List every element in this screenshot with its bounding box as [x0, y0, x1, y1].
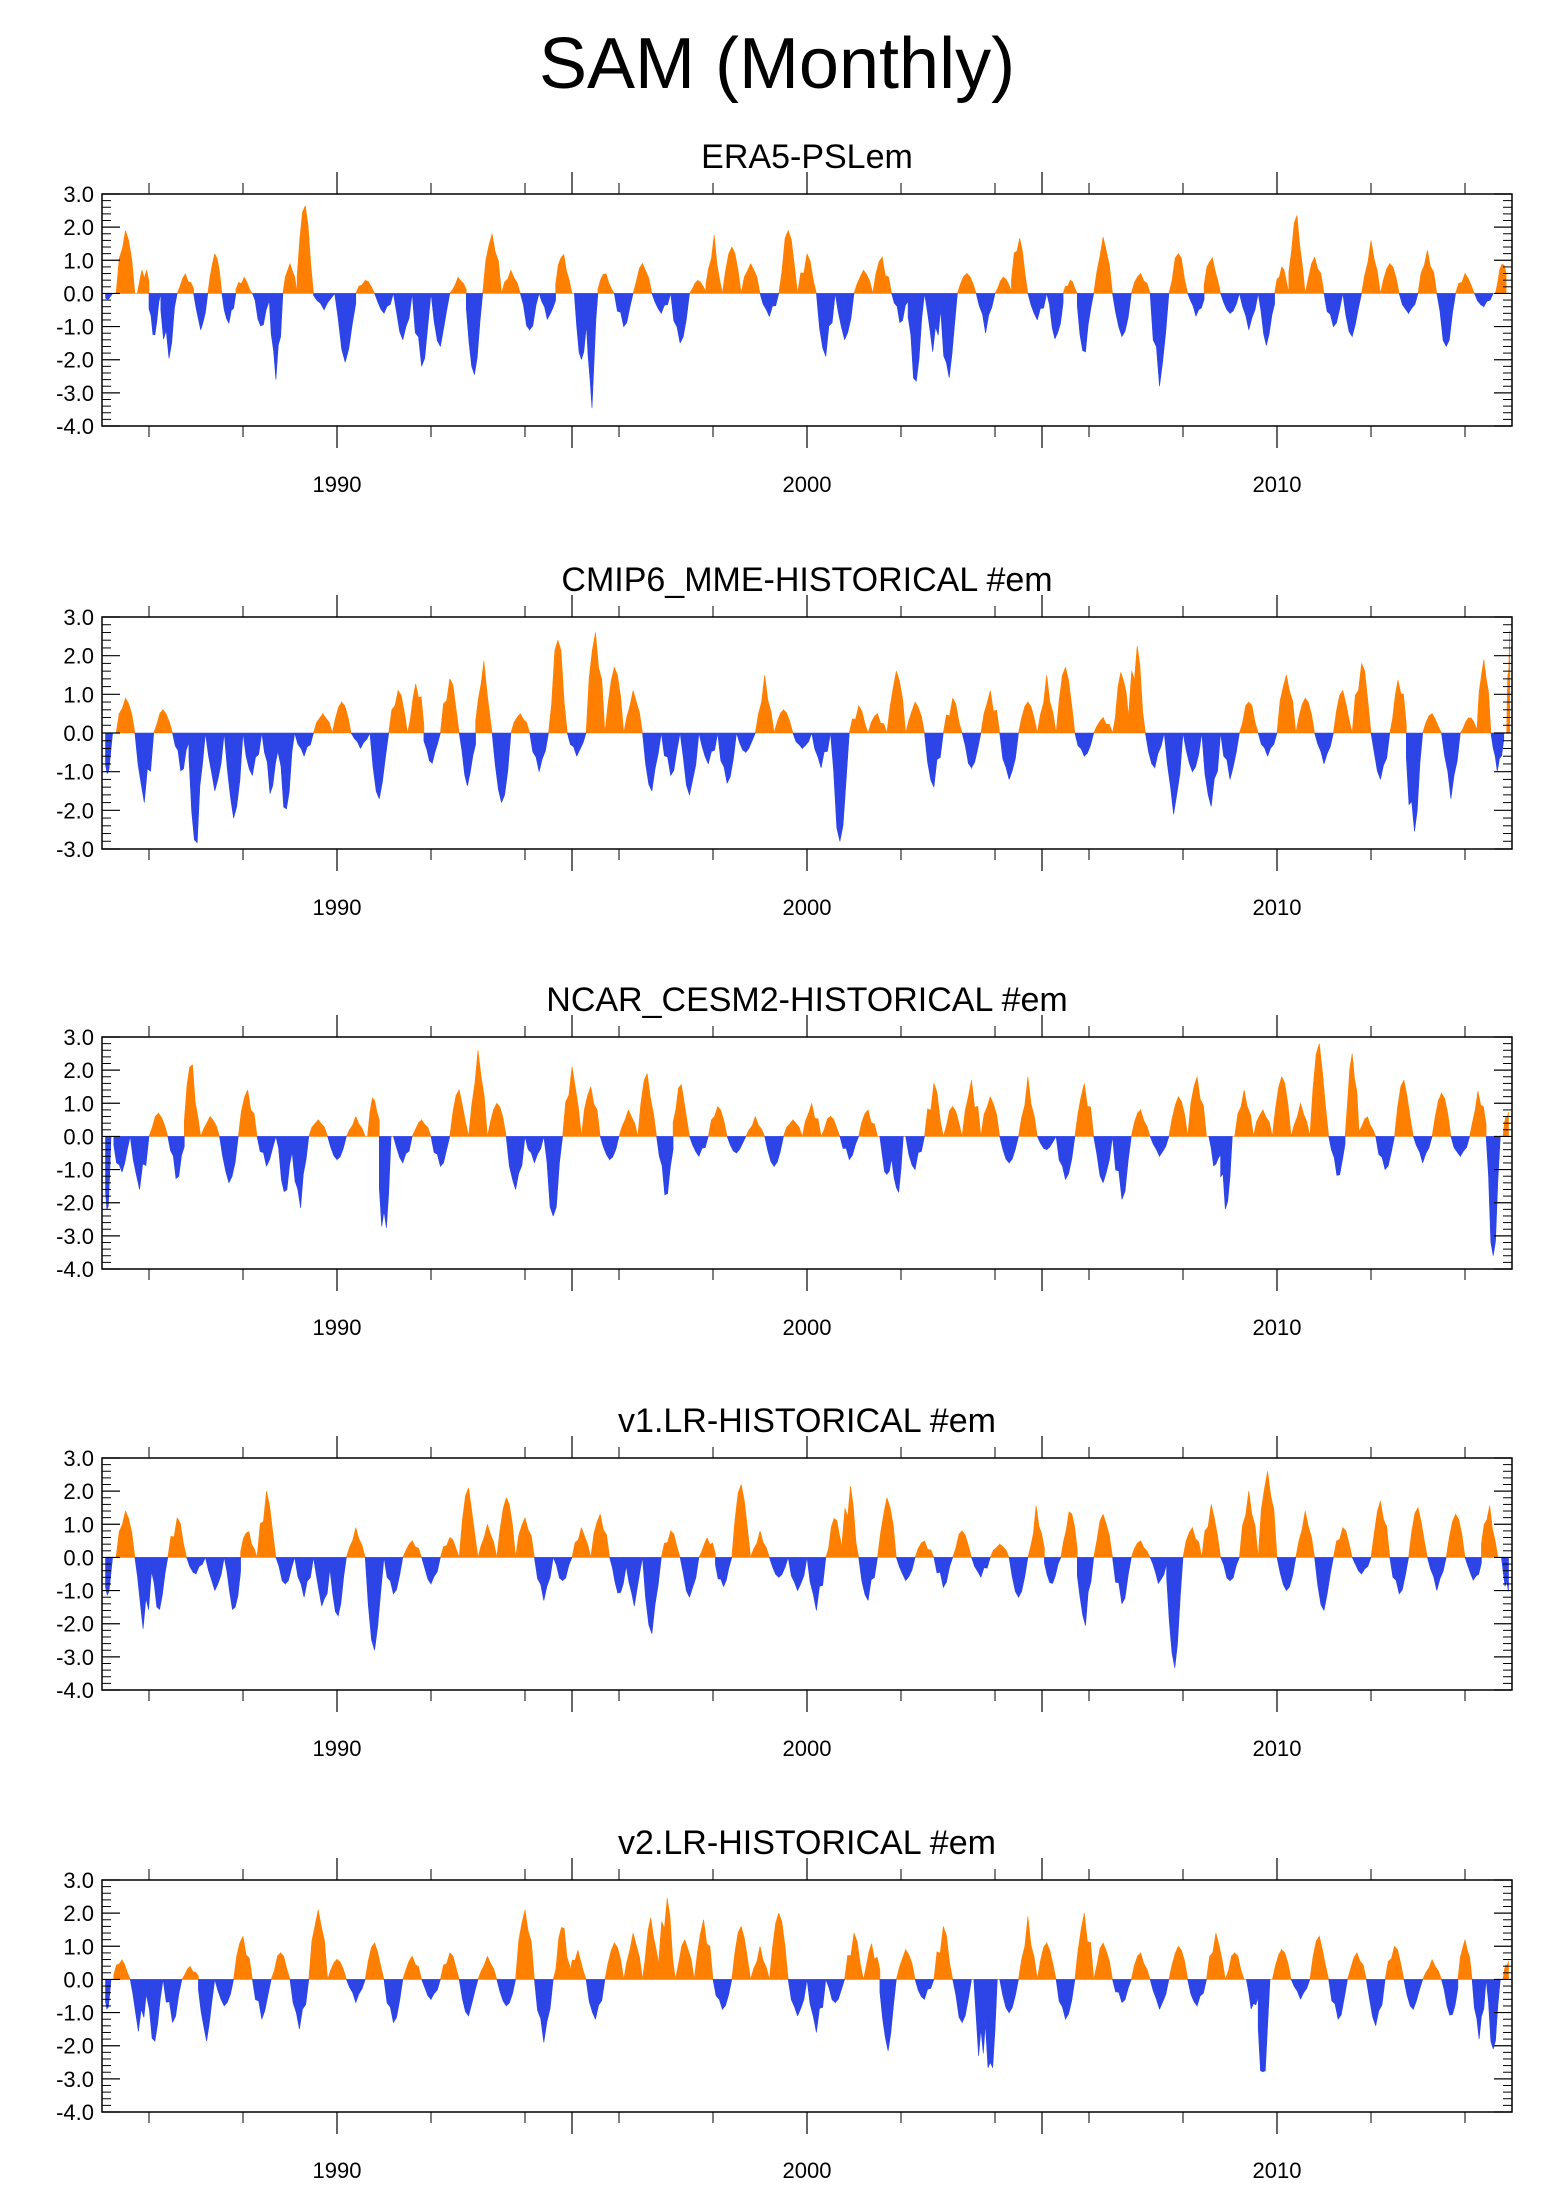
ytick-label: -3.0: [56, 1645, 94, 1670]
ytick-label: -1.0: [56, 315, 94, 340]
xtick-label: 2010: [1253, 1315, 1302, 1340]
ytick-label: 0.0: [63, 721, 94, 746]
panel-title: v2.LR-HISTORICAL #em: [618, 1824, 996, 1862]
ytick-label: -3.0: [56, 837, 94, 862]
panel-3: NCAR_CESM2-HISTORICAL #em 3.0 2.0 1.0 0.0 -1.…: [56, 981, 1513, 1340]
plot-frame: [101, 193, 1513, 427]
ytick-label: 0.0: [63, 1545, 94, 1570]
ytick-label: 1.0: [63, 248, 94, 273]
positive-area: [112, 630, 1510, 734]
ytick-label: -2.0: [56, 1191, 94, 1216]
ytick-label: -2.0: [56, 798, 94, 823]
ytick-label: 2.0: [63, 215, 94, 240]
ytick-label: -1.0: [56, 2001, 94, 2026]
ytick-label: 3.0: [63, 1868, 94, 1893]
negative-area: [105, 1136, 1501, 1256]
ytick-label: -2.0: [56, 2034, 94, 2059]
xtick-label: 2010: [1253, 1736, 1302, 1761]
xtick-label: 2010: [1253, 2158, 1302, 2183]
ytick-label: 2.0: [63, 1058, 94, 1083]
ytick-label: 2.0: [63, 1479, 94, 1504]
xtick-label: 2010: [1253, 472, 1302, 497]
ytick-label: -4.0: [56, 1678, 94, 1703]
positive-area: [112, 205, 1507, 294]
ytick-label: 1.0: [63, 1512, 94, 1537]
xtick-label: 1990: [313, 895, 362, 920]
xtick-label: 2000: [783, 1315, 832, 1340]
negative-area: [105, 732, 1505, 844]
xtick-label: 1990: [313, 472, 362, 497]
panel-title: ERA5-PSLem: [701, 138, 913, 176]
ytick-label: 1.0: [63, 682, 94, 707]
xtick-label: 2000: [783, 1736, 832, 1761]
ytick-label: -2.0: [56, 1612, 94, 1637]
ytick-label: 3.0: [63, 605, 94, 630]
ytick-label: 3.0: [63, 1025, 94, 1050]
ytick-label: 3.0: [63, 1446, 94, 1471]
panel-1: ERA5-PSLem 3.0 2.0 1.0 0.0 -1.0 -2.0 -3.0 -4.0 19…: [56, 138, 1513, 497]
ytick-label: 0.0: [63, 1967, 94, 1992]
panel-title: NCAR_CESM2-HISTORICAL #em: [546, 981, 1067, 1019]
xtick-label: 1990: [313, 2158, 362, 2183]
panel-2: CMIP6_MME-HISTORICAL #em 3.0 2.0 1.0 0.0 -1.0…: [56, 561, 1513, 920]
xtick-label: 2010: [1253, 895, 1302, 920]
ytick-label: 2.0: [63, 644, 94, 669]
xtick-label: 1990: [313, 1736, 362, 1761]
positive-area: [112, 1471, 1502, 1558]
xtick-label: 1990: [313, 1315, 362, 1340]
xtick-label: 2000: [783, 2158, 832, 2183]
ytick-label: -3.0: [56, 1224, 94, 1249]
ytick-label: 0.0: [63, 1124, 94, 1149]
positive-area: [111, 1898, 1509, 1980]
panel-title: v1.LR-HISTORICAL #em: [618, 1402, 996, 1440]
ytick-label: 0.0: [63, 281, 94, 306]
ytick-label: -1.0: [56, 760, 94, 785]
ytick-label: -4.0: [56, 414, 94, 439]
plot-frame: [101, 1036, 1513, 1270]
xtick-label: 2000: [783, 472, 832, 497]
xtick-label: 2000: [783, 895, 832, 920]
plot-frame: [101, 1457, 1513, 1691]
panel-4: v1.LR-HISTORICAL #em 3.0 2.0 1.0 0.0 -1.0 -2.0…: [56, 1402, 1513, 1761]
main-title: SAM (Monthly): [538, 24, 1016, 104]
ytick-label: 2.0: [63, 1901, 94, 1926]
ytick-label: -4.0: [56, 1257, 94, 1282]
negative-area: [105, 1979, 1501, 2073]
ytick-label: -2.0: [56, 348, 94, 373]
ytick-label: -4.0: [56, 2100, 94, 2125]
ytick-label: -1.0: [56, 1579, 94, 1604]
negative-area: [105, 1557, 1509, 1668]
negative-area: [105, 293, 1494, 409]
ytick-label: 1.0: [63, 1934, 94, 1959]
ytick-label: -3.0: [56, 2067, 94, 2092]
positive-area: [111, 1043, 1509, 1137]
ytick-label: -3.0: [56, 381, 94, 406]
ytick-label: -1.0: [56, 1158, 94, 1183]
panel-title: CMIP6_MME-HISTORICAL #em: [561, 561, 1052, 599]
ytick-label: 1.0: [63, 1091, 94, 1116]
panel-5: v2.LR-HISTORICAL #em 3.0 2.0 1.0 0.0 -1.0 -2.0…: [56, 1824, 1513, 2183]
ytick-label: 3.0: [63, 182, 94, 207]
